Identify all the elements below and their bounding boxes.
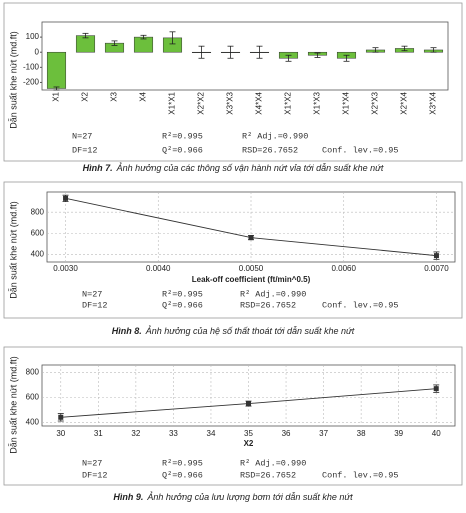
caption-text: Ảnh hưởng của các thông số vận hành nứt … — [116, 162, 384, 173]
x-tick-label: 0.0070 — [424, 264, 449, 273]
plot-area — [46, 191, 456, 263]
point — [246, 401, 251, 407]
caption: Hình 8. Ảnh hưởng của hệ số thất thoát tớ… — [112, 325, 355, 336]
statistic: Q²=0.966 — [162, 300, 203, 310]
caption-label: Hình 7. — [83, 163, 113, 173]
bar — [133, 36, 154, 53]
y-tick-label: 800 — [31, 207, 45, 216]
y-tick-label: -200 — [23, 78, 40, 87]
caption-label: Hình 8. — [112, 326, 142, 336]
statistic: Conf. lev.=0.95 — [322, 145, 399, 155]
x-tick-label: X3 — [110, 91, 119, 101]
statistic: N=27 — [82, 458, 102, 468]
statistic: Conf. lev.=0.95 — [322, 470, 399, 480]
caption: Hình 9. Ảnh hưởng của lưu lượng bơm tới d… — [113, 491, 353, 502]
point — [58, 414, 64, 420]
x-tick-label: 0.0030 — [53, 264, 78, 273]
y-tick-label: 400 — [31, 250, 45, 259]
x-tick-label: X1 — [52, 91, 61, 101]
x-tick-label: X2 — [81, 91, 90, 101]
point — [433, 253, 439, 259]
point — [248, 235, 254, 241]
x-tick-label: 31 — [94, 429, 103, 438]
x-tick-label: 38 — [357, 429, 366, 438]
caption-text: Ảnh hưởng của hệ số thất thoát tới dẫn s… — [145, 325, 355, 336]
caption: Hình 7. Ảnh hưởng của các thông số vận hà… — [83, 162, 384, 173]
x-tick-label: X1*X4 — [342, 91, 351, 114]
point — [433, 386, 439, 392]
statistic: R²=0.995 — [162, 289, 203, 299]
x-tick-label: 0.0050 — [239, 264, 264, 273]
statistic: N=27 — [82, 289, 102, 299]
statistic: DF=12 — [82, 470, 108, 480]
y-tick-label: 600 — [31, 228, 45, 237]
x-tick-label: 0.0040 — [146, 264, 171, 273]
y-axis-label: Dẫn suất khe nứt (md.ft) — [8, 31, 18, 129]
x-tick-label: X4 — [139, 91, 148, 101]
x-tick-label: X1*X2 — [284, 91, 293, 114]
point — [63, 195, 69, 201]
x-axis-label: X2 — [244, 439, 254, 448]
plot-area — [41, 364, 456, 427]
statistic: R²=0.995 — [162, 131, 203, 141]
bar — [46, 51, 67, 89]
y-tick-label: 800 — [26, 368, 40, 377]
x-tick-label: 39 — [394, 429, 403, 438]
statistic: R² Adj.=0.990 — [240, 458, 306, 468]
x-tick-label: 33 — [169, 429, 178, 438]
x-tick-label: X1*X1 — [168, 91, 177, 114]
x-tick-label: X2*X3 — [371, 91, 380, 114]
plot-area — [41, 21, 449, 91]
statistic: Conf. lev.=0.95 — [322, 300, 399, 310]
statistic: N=27 — [72, 131, 92, 141]
caption-text: Ảnh hưởng của lưu lượng bơm tới dẫn suất… — [146, 491, 353, 502]
figure-frame — [3, 346, 463, 486]
caption-label: Hình 9. — [113, 492, 143, 502]
statistic: RSD=26.7652 — [242, 145, 298, 155]
x-tick-label: 0.0060 — [331, 264, 356, 273]
statistic: Q²=0.966 — [162, 145, 203, 155]
statistic: RSD=26.7652 — [240, 470, 296, 480]
figure-frame — [3, 2, 463, 162]
statistic: RSD=26.7652 — [240, 300, 296, 310]
y-tick-label: 600 — [26, 392, 40, 401]
y-axis-label: Dẫn suất khe nứt (md.ft) — [8, 201, 18, 299]
statistic: DF=12 — [72, 145, 98, 155]
x-tick-label: X4*X4 — [255, 91, 264, 114]
x-tick-label: 36 — [282, 429, 291, 438]
y-axis-label: Dẫn suất khe nứt (md.ft) — [8, 356, 18, 454]
statistic: R²=0.995 — [162, 458, 203, 468]
y-tick-label: -100 — [23, 62, 40, 71]
x-tick-label: X2*X2 — [197, 91, 206, 114]
x-tick-label: 34 — [207, 429, 216, 438]
y-tick-label: 0 — [35, 47, 40, 56]
y-tick-label: 100 — [26, 32, 40, 41]
x-axis-label: Leak-off coefficient (ft/min^0.5) — [192, 275, 311, 284]
x-tick-label: 37 — [319, 429, 328, 438]
figure-frame — [3, 181, 463, 319]
x-tick-label: 30 — [56, 429, 65, 438]
statistic: R² Adj.=0.990 — [240, 289, 306, 299]
x-tick-label: X3*X4 — [429, 91, 438, 114]
x-tick-label: X2*X4 — [400, 91, 409, 114]
statistic: DF=12 — [82, 300, 108, 310]
x-tick-label: 32 — [131, 429, 140, 438]
x-tick-label: 40 — [432, 429, 441, 438]
x-tick-label: X3*X3 — [226, 91, 235, 114]
statistic: Q²=0.966 — [162, 470, 203, 480]
x-tick-label: X1*X3 — [313, 91, 322, 114]
statistic: R² Adj.=0.990 — [242, 131, 308, 141]
x-tick-label: 35 — [244, 429, 253, 438]
y-tick-label: 400 — [26, 417, 40, 426]
